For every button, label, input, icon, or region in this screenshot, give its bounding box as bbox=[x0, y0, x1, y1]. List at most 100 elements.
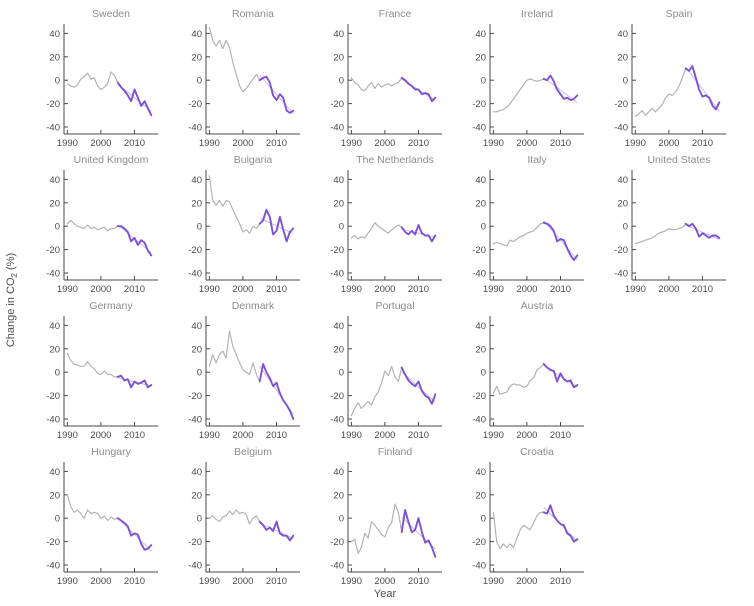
x-tick-label: 2000 bbox=[232, 284, 253, 294]
y-tick-label: 40 bbox=[475, 29, 486, 40]
highlight-line bbox=[542, 74, 579, 102]
x-tick-label: 2010 bbox=[124, 576, 145, 586]
trend-line bbox=[543, 220, 578, 261]
subplot-belgium: Belgium 40 20 0 -20 -40 1990 2000 2010 bbox=[168, 440, 310, 587]
y-tick-label: -40 bbox=[614, 269, 628, 280]
y-tick-label: 40 bbox=[49, 175, 60, 186]
y-tick-label: 40 bbox=[191, 321, 202, 332]
x-tick-label: 1990 bbox=[483, 138, 504, 148]
y-tick-label: 0 bbox=[55, 514, 60, 525]
x-tick-label: 2000 bbox=[374, 576, 395, 586]
series-line bbox=[208, 26, 294, 114]
y-tick-label: -40 bbox=[188, 269, 202, 280]
y-tick-label: -20 bbox=[614, 245, 628, 256]
y-tick-label: -40 bbox=[188, 415, 202, 426]
x-tick-label: 1990 bbox=[199, 284, 220, 294]
y-tick-label: 20 bbox=[333, 344, 344, 355]
x-tick-label: 2010 bbox=[266, 138, 287, 148]
subplot-france: France 40 20 0 -20 -40 1990 2000 2010 bbox=[310, 2, 452, 149]
chart-row: Hungary 40 20 0 -20 -40 1990 2000 2010 Belgium 40 2… bbox=[26, 440, 736, 587]
y-tick-label: 0 bbox=[339, 368, 344, 379]
series-line bbox=[208, 330, 294, 420]
y-tick-label: 40 bbox=[191, 29, 202, 40]
x-tick-label: 1990 bbox=[483, 284, 504, 294]
x-tick-label: 1990 bbox=[625, 284, 646, 294]
y-tick-label: 0 bbox=[55, 76, 60, 87]
x-tick-label: 1990 bbox=[341, 284, 362, 294]
y-tick-label: -40 bbox=[46, 561, 60, 572]
y-axis-label-unit: (%) bbox=[4, 252, 17, 273]
x-tick-label: 2000 bbox=[90, 284, 111, 294]
y-tick-label: 0 bbox=[197, 368, 202, 379]
y-tick-label: -20 bbox=[330, 99, 344, 110]
y-tick-label: 40 bbox=[333, 29, 344, 40]
y-tick-label: 20 bbox=[49, 344, 60, 355]
y-tick-label: -40 bbox=[472, 123, 486, 134]
y-tick-label: -20 bbox=[472, 245, 486, 256]
subplot-germany: Germany 40 20 0 -20 -40 1990 2000 2010 bbox=[26, 294, 168, 441]
highlight-line bbox=[258, 520, 295, 542]
y-tick-label: 20 bbox=[49, 490, 60, 501]
y-tick-label: -20 bbox=[188, 537, 202, 548]
x-tick-label: 1990 bbox=[199, 430, 220, 440]
chart-row: Germany 40 20 0 -20 -40 1990 2000 2010 Denmark 40 2… bbox=[26, 294, 736, 441]
x-tick-label: 2010 bbox=[266, 430, 287, 440]
subplot-title: Romania bbox=[232, 8, 274, 20]
highlight-line bbox=[400, 366, 437, 405]
subplot-italy: Italy 40 20 0 -20 -40 1990 2000 2010 bbox=[452, 148, 594, 295]
series-line bbox=[350, 503, 436, 558]
series-line bbox=[66, 71, 152, 116]
subplot-title: Austria bbox=[521, 300, 554, 312]
chart-row: Sweden 40 20 0 -20 -40 1990 2000 2010 Romania 40 20… bbox=[26, 2, 736, 149]
subplot-title: Sweden bbox=[92, 8, 130, 20]
y-tick-label: -20 bbox=[188, 391, 202, 402]
y-tick-label: 40 bbox=[49, 467, 60, 478]
highlight-line bbox=[542, 504, 579, 543]
highlight-line bbox=[684, 222, 721, 239]
y-axis-label-text: Change in CO bbox=[4, 277, 17, 348]
highlight-line bbox=[400, 76, 437, 103]
y-tick-label: -20 bbox=[188, 245, 202, 256]
x-tick-label: 2010 bbox=[550, 284, 571, 294]
highlight-line bbox=[116, 81, 153, 117]
x-tick-label: 1990 bbox=[341, 138, 362, 148]
y-tick-label: -20 bbox=[614, 99, 628, 110]
y-tick-label: 40 bbox=[191, 175, 202, 186]
y-tick-label: 20 bbox=[191, 344, 202, 355]
y-tick-label: 20 bbox=[49, 52, 60, 63]
x-tick-label: 1990 bbox=[199, 138, 220, 148]
subplot-finland: Finland 40 20 0 -20 -40 1990 2000 2010 bbox=[310, 440, 452, 587]
subplot-title: France bbox=[379, 8, 412, 20]
x-axis-label: Year bbox=[373, 588, 397, 600]
y-tick-label: -40 bbox=[46, 123, 60, 134]
x-tick-label: 1990 bbox=[57, 576, 78, 586]
subplot-hungary: Hungary 40 20 0 -20 -40 1990 2000 2010 bbox=[26, 440, 168, 587]
x-tick-label: 2000 bbox=[90, 138, 111, 148]
y-tick-label: 20 bbox=[475, 490, 486, 501]
series-line bbox=[66, 494, 152, 551]
trend-line bbox=[685, 224, 720, 240]
series-line bbox=[208, 509, 294, 542]
y-tick-label: 20 bbox=[49, 198, 60, 209]
subplot-title: United States bbox=[647, 154, 710, 166]
y-tick-label: 20 bbox=[333, 198, 344, 209]
chart-row: United Kingdom 40 20 0 -20 -40 1990 2000 2010 Bul… bbox=[26, 148, 736, 295]
subplot-title: Hungary bbox=[91, 446, 131, 458]
subplot-title: United Kingdom bbox=[74, 154, 149, 166]
y-tick-label: -40 bbox=[330, 123, 344, 134]
subplot-title: Italy bbox=[527, 154, 547, 166]
x-tick-label: 2010 bbox=[550, 430, 571, 440]
y-tick-label: -20 bbox=[330, 391, 344, 402]
y-tick-label: -20 bbox=[472, 99, 486, 110]
y-tick-label: 0 bbox=[197, 222, 202, 233]
y-tick-label: -40 bbox=[330, 415, 344, 426]
y-tick-label: -40 bbox=[472, 561, 486, 572]
y-tick-label: 0 bbox=[197, 514, 202, 525]
x-tick-label: 2010 bbox=[550, 138, 571, 148]
subplot-title: Ireland bbox=[521, 8, 553, 20]
highlight-line bbox=[258, 363, 295, 420]
series-line bbox=[350, 222, 436, 243]
y-tick-label: 20 bbox=[191, 490, 202, 501]
y-tick-label: 40 bbox=[333, 175, 344, 186]
y-tick-label: 20 bbox=[617, 198, 628, 209]
